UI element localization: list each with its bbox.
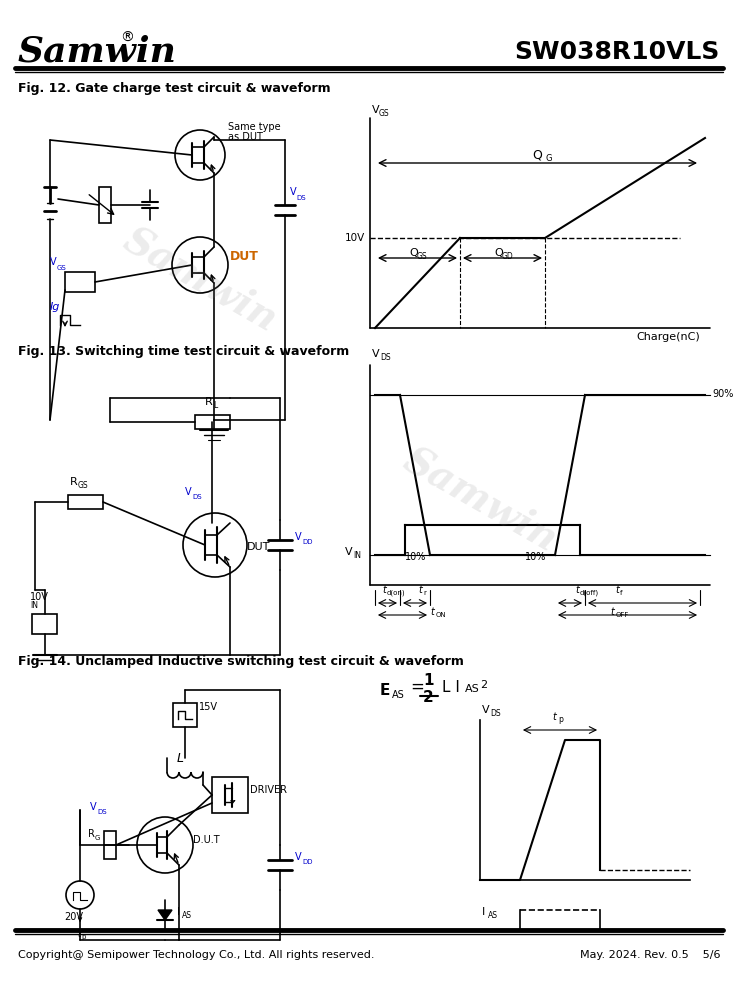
Text: DS: DS	[380, 353, 390, 362]
Text: Samwin: Samwin	[18, 35, 177, 69]
Text: t: t	[552, 712, 556, 722]
Text: V: V	[295, 532, 302, 542]
Text: SW038R10VLS: SW038R10VLS	[514, 40, 720, 64]
Text: GS: GS	[78, 481, 89, 490]
Text: t: t	[430, 607, 434, 617]
Text: L: L	[177, 752, 184, 765]
Text: 10V: 10V	[345, 233, 365, 243]
Text: Fig. 12. Gate charge test circuit & waveform: Fig. 12. Gate charge test circuit & wave…	[18, 82, 331, 95]
Text: GD: GD	[502, 252, 514, 261]
Bar	[173, 703, 197, 727]
Text: Q: Q	[494, 248, 503, 258]
Text: t: t	[382, 585, 386, 595]
Bar	[195, 415, 230, 429]
Text: IN: IN	[353, 551, 361, 560]
Text: R: R	[88, 829, 95, 839]
Text: V: V	[372, 105, 379, 115]
Text: V: V	[185, 487, 192, 497]
Text: 10%: 10%	[405, 552, 427, 562]
Text: Samwin: Samwin	[396, 441, 564, 559]
Text: DUT: DUT	[247, 542, 270, 552]
Text: t: t	[77, 930, 80, 939]
Text: ®: ®	[120, 31, 134, 45]
Text: 10V: 10V	[30, 592, 49, 602]
Text: V: V	[482, 705, 489, 715]
Text: Fig. 14. Unclamped Inductive switching test circuit & waveform: Fig. 14. Unclamped Inductive switching t…	[18, 655, 464, 668]
Bar	[104, 831, 116, 859]
Text: V: V	[372, 349, 379, 359]
Text: d(off): d(off)	[580, 590, 599, 596]
Text: GS: GS	[417, 252, 427, 261]
Text: OFF: OFF	[616, 612, 630, 618]
Text: May. 2024. Rev. 0.5    5/6: May. 2024. Rev. 0.5 5/6	[579, 950, 720, 960]
Bar	[99, 187, 111, 223]
Text: DD: DD	[302, 859, 312, 865]
Text: V: V	[295, 852, 302, 862]
Text: DD: DD	[302, 539, 312, 545]
Text: 2: 2	[480, 680, 487, 690]
Text: I: I	[482, 907, 486, 917]
Text: DS: DS	[296, 195, 306, 201]
Text: DUT: DUT	[230, 250, 259, 263]
Text: 10%: 10%	[525, 552, 546, 562]
Polygon shape	[158, 910, 172, 920]
Bar	[32, 614, 57, 634]
Text: V: V	[50, 257, 57, 267]
Bar	[68, 495, 103, 509]
Text: DS: DS	[192, 494, 201, 500]
Text: D.U.T: D.U.T	[193, 835, 220, 845]
Text: t: t	[615, 585, 619, 595]
Text: DS: DS	[490, 709, 500, 718]
Text: Q: Q	[532, 148, 542, 161]
Text: Same type: Same type	[228, 122, 280, 132]
Text: L I: L I	[442, 680, 460, 695]
Text: GS: GS	[379, 109, 390, 118]
Text: R: R	[205, 397, 213, 407]
Text: L: L	[213, 401, 217, 410]
Text: G: G	[546, 154, 553, 163]
Text: Fig. 13. Switching time test circuit & waveform: Fig. 13. Switching time test circuit & w…	[18, 345, 349, 358]
Text: Copyright@ Semipower Technology Co., Ltd. All rights reserved.: Copyright@ Semipower Technology Co., Ltd…	[18, 950, 374, 960]
Text: t: t	[418, 585, 422, 595]
Text: I: I	[177, 907, 180, 917]
Text: 1: 1	[423, 673, 433, 688]
Text: V: V	[90, 802, 97, 812]
Text: p: p	[81, 934, 86, 940]
Text: Q: Q	[409, 248, 418, 258]
Text: V: V	[290, 187, 297, 197]
Bar	[212, 777, 248, 813]
Text: AS: AS	[392, 690, 404, 700]
Text: AS: AS	[465, 684, 480, 694]
Text: Charge(nC): Charge(nC)	[636, 332, 700, 342]
Text: 2: 2	[423, 690, 434, 705]
Text: d(on): d(on)	[387, 590, 406, 596]
Text: E: E	[380, 683, 390, 698]
Text: ON: ON	[436, 612, 446, 618]
Bar	[65, 272, 95, 292]
Text: IN: IN	[30, 601, 38, 610]
Text: f: f	[620, 590, 622, 596]
Text: 15V: 15V	[199, 702, 218, 712]
Text: AS: AS	[182, 911, 192, 920]
Text: =: =	[410, 678, 424, 696]
Text: R: R	[70, 477, 77, 487]
Text: p: p	[558, 715, 563, 724]
Text: r: r	[423, 590, 426, 596]
Text: Samwin: Samwin	[117, 221, 283, 339]
Text: V: V	[345, 547, 353, 557]
Text: Ig: Ig	[50, 302, 61, 312]
Text: 20V: 20V	[64, 912, 83, 922]
Text: G: G	[95, 835, 100, 841]
Text: as DUT: as DUT	[228, 132, 263, 142]
Text: t: t	[575, 585, 579, 595]
Text: DRIVER: DRIVER	[250, 785, 287, 795]
Text: t: t	[610, 607, 614, 617]
Text: AS: AS	[488, 911, 498, 920]
Text: 90%: 90%	[712, 389, 734, 399]
Text: DS: DS	[97, 809, 106, 815]
Text: GS: GS	[57, 265, 66, 271]
